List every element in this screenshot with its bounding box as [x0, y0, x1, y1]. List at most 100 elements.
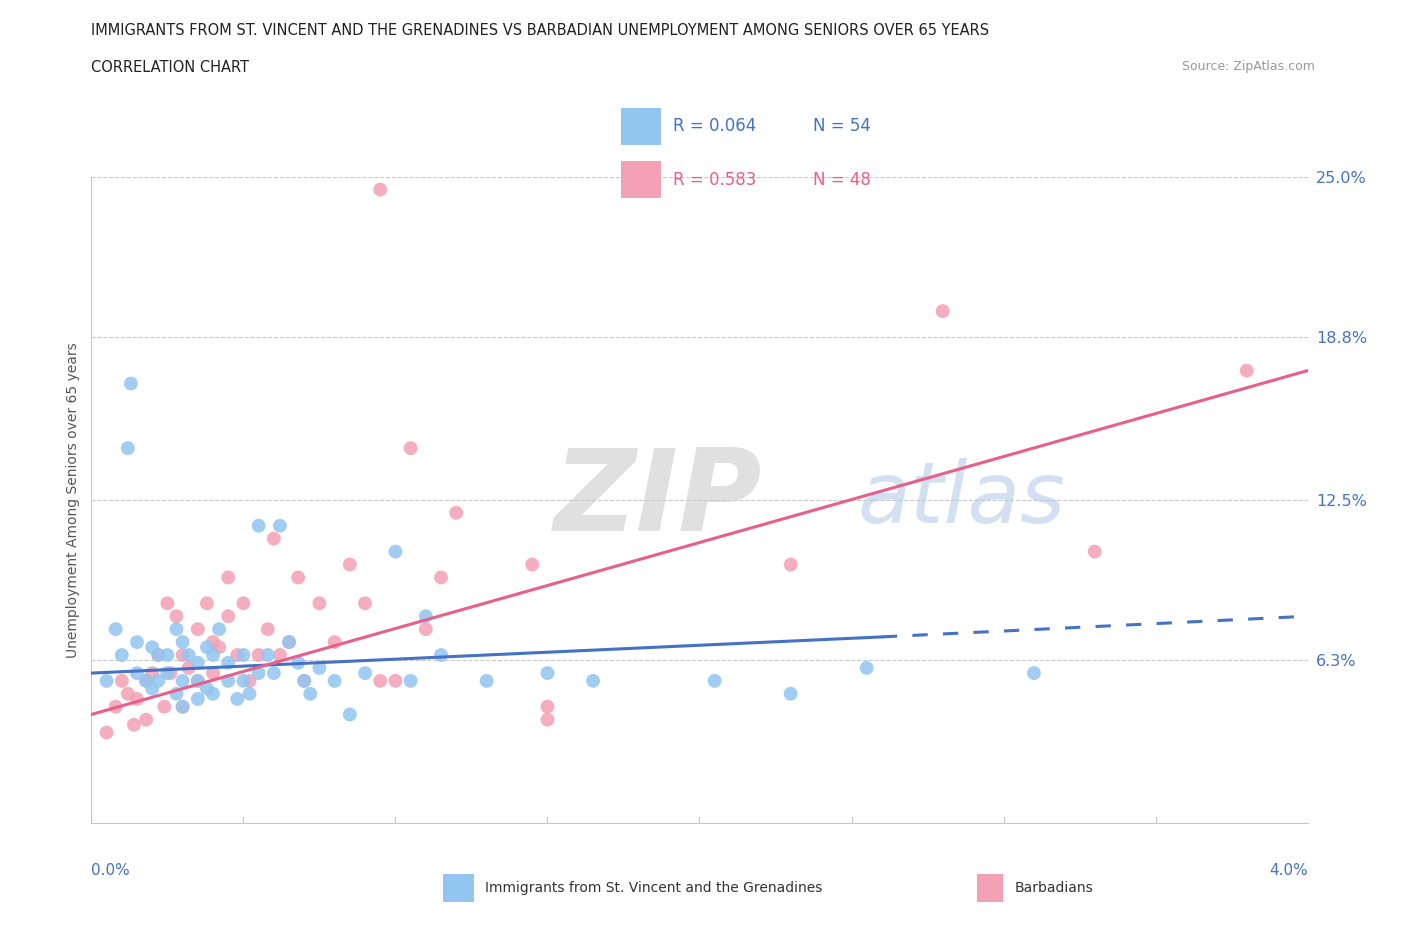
Point	[308, 596, 330, 611]
Point	[256, 622, 278, 637]
Point	[278, 634, 301, 649]
Point	[202, 666, 225, 681]
Text: Source: ZipAtlas.com: Source: ZipAtlas.com	[1181, 60, 1315, 73]
Point	[226, 647, 249, 662]
FancyBboxPatch shape	[621, 161, 661, 198]
Point	[287, 570, 309, 585]
Text: IMMIGRANTS FROM ST. VINCENT AND THE GRENADINES VS BARBADIAN UNEMPLOYMENT AMONG S: IMMIGRANTS FROM ST. VINCENT AND THE GREN…	[91, 23, 990, 38]
Point	[208, 622, 231, 637]
Point	[256, 647, 278, 662]
Point	[156, 596, 179, 611]
Point	[292, 673, 315, 688]
Point	[217, 570, 239, 585]
Point	[287, 656, 309, 671]
Point	[247, 647, 270, 662]
Point	[148, 647, 170, 662]
Point	[166, 686, 188, 701]
Point	[195, 640, 218, 655]
Point	[104, 699, 127, 714]
Point	[384, 673, 406, 688]
Text: Barbadians: Barbadians	[1015, 881, 1094, 896]
Point	[582, 673, 605, 688]
Point	[415, 622, 437, 637]
Point	[226, 692, 249, 707]
Point	[278, 634, 301, 649]
Point	[430, 570, 453, 585]
Text: 0.0%: 0.0%	[91, 863, 131, 878]
Point	[187, 622, 209, 637]
Text: N = 54: N = 54	[813, 117, 870, 135]
Point	[368, 673, 391, 688]
Point	[430, 647, 453, 662]
Point	[354, 666, 377, 681]
Point	[141, 681, 163, 696]
Point	[177, 647, 200, 662]
Point	[195, 596, 218, 611]
Point	[263, 531, 285, 546]
Point	[135, 673, 157, 688]
Point	[415, 609, 437, 624]
Point	[187, 692, 209, 707]
Point	[141, 666, 163, 681]
Point	[172, 699, 194, 714]
Point	[187, 656, 209, 671]
Point	[166, 609, 188, 624]
Point	[187, 673, 209, 688]
Point	[148, 673, 170, 688]
Point	[779, 686, 801, 701]
Point	[111, 673, 134, 688]
Point	[120, 376, 142, 391]
Point	[323, 634, 346, 649]
Point	[96, 725, 118, 740]
Point	[269, 647, 291, 662]
Point	[399, 441, 422, 456]
Point	[172, 634, 194, 649]
Point	[172, 673, 194, 688]
Point	[122, 717, 145, 732]
Point	[172, 647, 194, 662]
Text: R = 0.583: R = 0.583	[673, 171, 756, 189]
Point	[384, 544, 406, 559]
Point	[931, 304, 953, 319]
Point	[117, 441, 139, 456]
Point	[292, 673, 315, 688]
Point	[855, 660, 877, 675]
Point	[238, 673, 260, 688]
Point	[148, 647, 170, 662]
Point	[111, 647, 134, 662]
Point	[117, 686, 139, 701]
Point	[104, 622, 127, 637]
FancyBboxPatch shape	[621, 108, 661, 144]
Point	[1236, 363, 1258, 378]
Point	[202, 686, 225, 701]
Point	[156, 647, 179, 662]
Point	[299, 686, 322, 701]
Point	[232, 647, 254, 662]
Point	[269, 518, 291, 533]
Point	[1022, 666, 1045, 681]
Point	[779, 557, 801, 572]
Point	[202, 647, 225, 662]
Point	[96, 673, 118, 688]
Text: Immigrants from St. Vincent and the Grenadines: Immigrants from St. Vincent and the Gren…	[485, 881, 823, 896]
Point	[308, 660, 330, 675]
Text: R = 0.064: R = 0.064	[673, 117, 756, 135]
Point	[536, 666, 558, 681]
Text: 4.0%: 4.0%	[1268, 863, 1308, 878]
Point	[177, 660, 200, 675]
Point	[187, 673, 209, 688]
Point	[536, 699, 558, 714]
Point	[135, 712, 157, 727]
Point	[247, 518, 270, 533]
Point	[444, 505, 467, 520]
Point	[217, 656, 239, 671]
Point	[217, 609, 239, 624]
Point	[159, 666, 181, 681]
Point	[247, 666, 270, 681]
Point	[703, 673, 725, 688]
Point	[125, 634, 148, 649]
Text: atlas: atlas	[858, 458, 1066, 541]
Point	[217, 673, 239, 688]
Text: ZIP: ZIP	[554, 445, 762, 555]
Text: N = 48: N = 48	[813, 171, 870, 189]
